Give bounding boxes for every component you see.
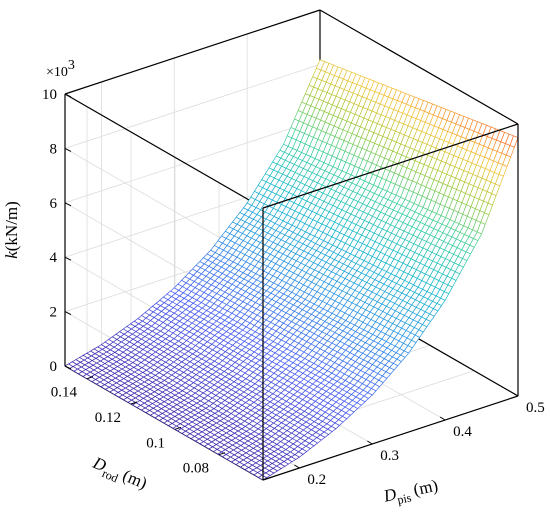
x-tick-label: 0.2 [307,472,326,488]
z-tick-mark [64,311,72,316]
y-axis-label: Drod(m) [88,453,150,497]
x-tick-mark [367,440,373,445]
z-tick-label: 6 [50,196,58,212]
z-tick-mark [64,147,72,152]
y-tick-mark [174,426,182,430]
x-tick-label: 0.3 [380,448,399,464]
y-tick-mark [86,376,94,380]
x-axis-label: Dpis(m) [381,476,440,510]
y-tick-label: 0.12 [95,410,121,426]
axes-edge [64,93,264,209]
axes-edge [262,395,519,481]
y-tick-label: 0.08 [183,461,209,477]
x-tick-label: 0.4 [453,424,472,440]
z-tick-mark [64,202,72,207]
z-tick-label: 0 [50,359,58,375]
x-tick-mark [512,392,519,397]
y-tick-mark [218,452,226,456]
z-tick-mark [64,93,72,98]
x-tick-mark [439,416,446,421]
axes-edge [319,9,519,125]
axes-box-front [262,9,519,481]
tick-layer: 0 2 4 6 8 10 0.08 0.1 0.12 0.14 0.2 0.3 0.4 0.5 [42,87,545,488]
y-tick-label: 0.1 [146,435,165,451]
z-tick-label: 2 [50,305,58,321]
axes-edge [262,123,519,209]
z-tick-label: 10 [42,87,57,103]
axes-edge [64,9,321,95]
surface-cell [315,59,325,71]
z-tick-label: 8 [50,141,58,157]
x-tick-mark [294,464,300,469]
y-tick-mark [130,401,138,405]
z-tick-mark [64,256,72,261]
grid-line [64,118,321,204]
z-axis-multiplier: ×103 [46,58,75,80]
y-tick-label: 0.14 [51,385,78,401]
x-tick-label: 0.5 [526,400,545,416]
surface-mesh [64,59,519,481]
z-axis-label: k(kN/m) [2,201,21,259]
z-tick-label: 4 [50,250,58,266]
grid-line [64,64,321,149]
z-tick-mark [64,365,72,370]
